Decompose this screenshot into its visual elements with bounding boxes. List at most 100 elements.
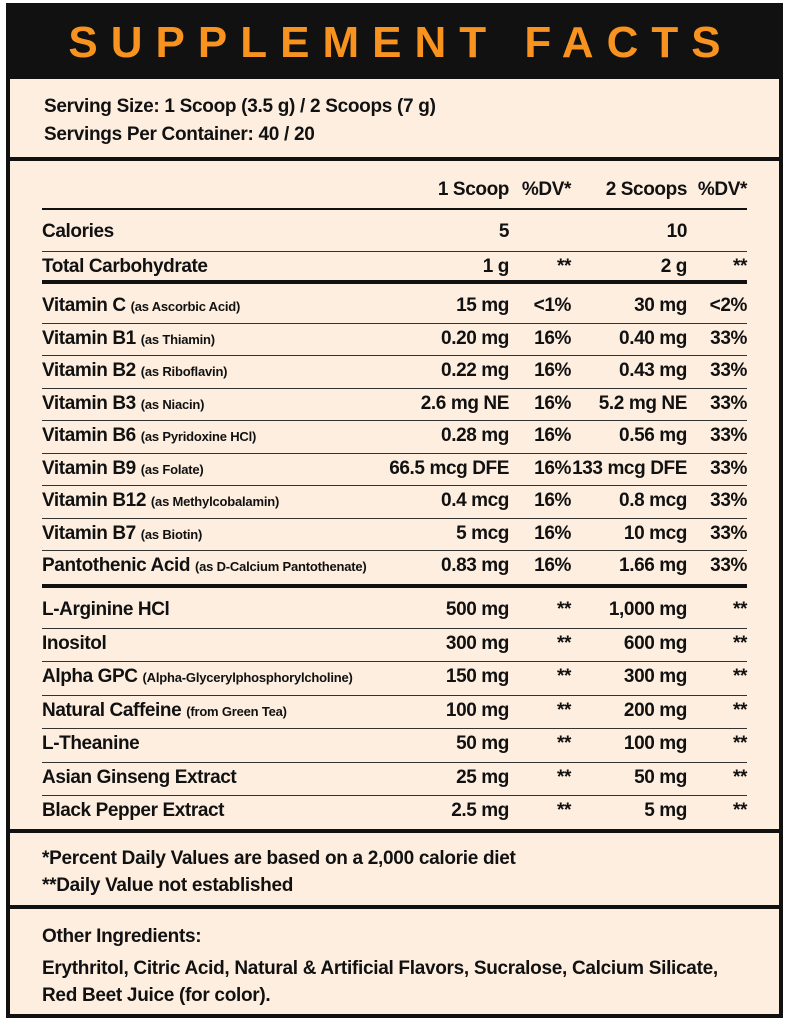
amount-two-scoops: 0.56 mg <box>619 425 687 446</box>
amount-two-scoops: 10 <box>666 221 688 242</box>
amount-two-scoops: 30 mg <box>634 295 687 316</box>
amount-one-scoop: 0.22 mg <box>441 360 509 381</box>
column-one-scoop: 1 Scoop <box>437 179 510 200</box>
dv-two-scoops: 33% <box>710 522 747 544</box>
serving-size: Serving Size: 1 Scoop (3.5 g) / 2 Scoops… <box>44 96 436 117</box>
nutrient-source: (as Biotin) <box>140 526 203 542</box>
dv-one-scoop: ** <box>557 256 571 277</box>
dv-one-scoop: 16% <box>534 490 571 511</box>
panel-title: SUPPLEMENT FACTS <box>68 18 734 67</box>
dv-one-scoop: 16% <box>534 457 571 479</box>
dv-two-scoops: ** <box>733 699 747 721</box>
nutrient-name: Vitamin B7 (as Biotin) <box>42 523 202 545</box>
divider <box>10 829 779 833</box>
nutrient-name: Vitamin B3 (as Niacin) <box>42 393 204 415</box>
nutrient-label: Vitamin B9 <box>42 457 136 479</box>
row-separator <box>42 795 747 796</box>
divider <box>10 157 779 161</box>
amount-one-scoop: 0.83 mg <box>441 555 509 576</box>
dv-one-scoop: ** <box>557 800 571 821</box>
dv-one-scoop: 16% <box>534 522 571 544</box>
nutrient-name: Vitamin B9 (as Folate) <box>42 458 204 480</box>
nutrient-name: Black Pepper Extract <box>42 800 224 822</box>
row-separator <box>42 355 747 356</box>
amount-one-scoop: 1 g <box>482 256 510 277</box>
amount-one-scoop: 5 mcg <box>456 522 509 544</box>
dv-two-scoops: 33% <box>710 327 747 349</box>
amount-two-scoops: 0.8 mcg <box>619 490 687 511</box>
nutrient-label: L-Theanine <box>42 733 140 754</box>
amount-two-scoops: 10 mcg <box>623 522 687 544</box>
dv-one-scoop: ** <box>557 766 571 788</box>
dv-two-scoops: <2% <box>709 295 748 316</box>
row-separator <box>42 251 747 252</box>
dv-one-scoop: ** <box>557 699 571 721</box>
amount-one-scoop: 300 mg <box>445 632 509 654</box>
dv-one-scoop: 16% <box>534 392 571 414</box>
dv-two-scoops: 33% <box>710 360 747 381</box>
column-dv2: %DV* <box>697 179 747 200</box>
nutrient-name: L-Theanine <box>42 733 140 755</box>
nutrient-label: Alpha GPC <box>42 666 138 687</box>
amount-one-scoop: 500 mg <box>445 599 509 620</box>
dv-one-scoop: 16% <box>534 555 571 576</box>
nutrient-name: Vitamin C (as Ascorbic Acid) <box>42 295 240 317</box>
nutrient-source: (as Niacin) <box>140 396 205 412</box>
dv-two-scoops: 33% <box>710 490 747 511</box>
amount-two-scoops: 2 g <box>660 256 688 277</box>
dv-two-scoops: ** <box>733 632 747 654</box>
dv-one-scoop: ** <box>557 599 571 620</box>
amount-two-scoops: 5 mg <box>644 800 687 821</box>
nutrient-label: L-Arginine HCl <box>42 599 170 620</box>
nutrient-label: Natural Caffeine <box>42 699 182 721</box>
amount-two-scoops: 5.2 mg NE <box>598 392 688 414</box>
nutrient-name: Pantothenic Acid (as D-Calcium Pantothen… <box>42 555 367 577</box>
divider <box>10 905 779 909</box>
amount-two-scoops: 0.40 mg <box>619 327 687 349</box>
amount-one-scoop: 50 mg <box>456 733 509 754</box>
row-separator <box>42 627 747 629</box>
amount-one-scoop: 150 mg <box>445 666 509 687</box>
nutrient-label: Vitamin B7 <box>42 522 136 544</box>
nutrient-label: Vitamin B6 <box>42 425 136 446</box>
nutrient-name: Vitamin B12 (as Methylcobalamin) <box>42 490 279 512</box>
amount-two-scoops: 600 mg <box>623 632 687 654</box>
amount-one-scoop: 15 mg <box>456 295 509 316</box>
nutrient-label: Pantothenic Acid <box>42 555 191 576</box>
amount-two-scoops: 1,000 mg <box>608 599 688 620</box>
amount-one-scoop: 2.6 mg NE <box>420 392 510 414</box>
dv-two-scoops: ** <box>733 766 747 788</box>
other-ingredients-line1: Erythritol, Citric Acid, Natural & Artif… <box>42 958 718 979</box>
dv-one-scoop: 16% <box>534 360 571 381</box>
nutrient-label: Vitamin B3 <box>42 392 136 414</box>
nutrient-label: Inositol <box>42 632 107 654</box>
other-ingredients-heading: Other Ingredients: <box>42 926 202 947</box>
nutrient-source: (as Methylcobalamin) <box>150 494 280 509</box>
servings-per-container: Servings Per Container: 40 / 20 <box>44 124 315 145</box>
dv-two-scoops: 33% <box>710 457 747 479</box>
amount-two-scoops: 133 mcg DFE <box>572 457 687 479</box>
amount-one-scoop: 5 <box>498 221 510 242</box>
nutrient-label: Vitamin C <box>42 295 126 316</box>
nutrient-source: (as Riboflavin) <box>140 364 228 379</box>
dv-one-scoop: ** <box>557 733 571 754</box>
nutrient-source: (Alpha-Glycerylphosphorylcholine) <box>142 670 353 685</box>
nutrient-name: Total Carbohydrate <box>42 256 208 278</box>
amount-one-scoop: 0.4 mcg <box>441 490 509 511</box>
nutrient-source: (as D-Calcium Pantothenate) <box>194 559 367 574</box>
nutrient-label: Vitamin B2 <box>42 360 136 381</box>
dv-one-scoop: ** <box>557 632 571 654</box>
nutrient-name: Inositol <box>42 632 107 655</box>
amount-one-scoop: 25 mg <box>456 766 509 788</box>
row-separator <box>42 550 747 551</box>
title-bar: SUPPLEMENT FACTS <box>10 7 779 79</box>
dv-two-scoops: ** <box>733 666 747 687</box>
dv-two-scoops: 33% <box>710 425 747 446</box>
row-separator <box>42 517 747 519</box>
nutrient-label: Black Pepper Extract <box>42 800 225 821</box>
column-two-scoops: 2 Scoops <box>605 179 688 200</box>
dv-two-scoops: 33% <box>710 392 747 414</box>
other-ingredients: Other Ingredients: Erythritol, Citric Ac… <box>42 923 718 1009</box>
nutrient-label: Vitamin B12 <box>42 490 147 511</box>
amount-two-scoops: 0.43 mg <box>619 360 687 381</box>
